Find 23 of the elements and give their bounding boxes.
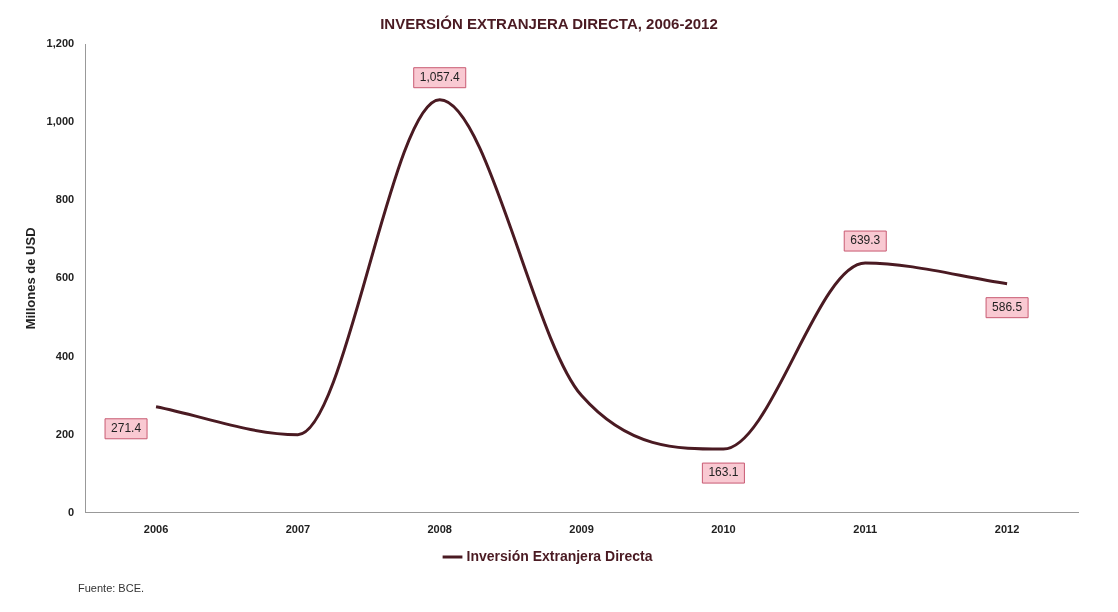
x-tick-label: 2007: [285, 523, 311, 536]
x-tick-label: 2008: [427, 523, 452, 536]
data-label: 639.3: [850, 233, 881, 248]
y-tick-label: 600: [55, 271, 75, 284]
x-tick-label: 2011: [853, 523, 878, 536]
data-label: 1,057.4: [419, 70, 461, 85]
data-label: 163.1: [708, 465, 739, 480]
x-tick-label: 2009: [569, 523, 594, 536]
y-tick-label: 800: [55, 193, 75, 206]
data-label: 271.4: [111, 421, 142, 436]
source-note: Fuente: BCE.: [78, 582, 145, 594]
y-tick-label: 400: [55, 349, 75, 362]
y-tick-label: 0: [68, 505, 75, 518]
x-tick-label: 2012: [994, 523, 1020, 536]
x-tick-label: 2010: [711, 523, 736, 536]
y-axis-title: Millones de USD: [23, 227, 39, 330]
chart-title: INVERSIÓN EXTRANJERA DIRECTA, 2006-2012: [380, 15, 718, 33]
x-tick-label: 2006: [143, 523, 169, 536]
y-tick-label: 200: [55, 427, 75, 440]
y-tick-label: 1,200: [46, 37, 75, 50]
y-tick-label: 1,000: [46, 115, 75, 128]
data-label: 586.5: [992, 299, 1023, 314]
legend-label: Inversión Extranjera Directa: [466, 547, 653, 564]
